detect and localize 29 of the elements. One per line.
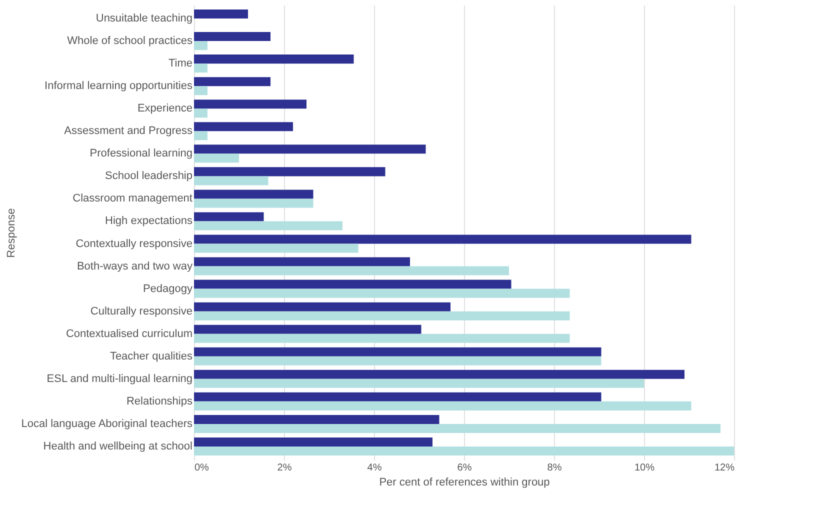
- x-tick-label: 4%: [367, 462, 382, 474]
- y-tick-label: Pedagogy: [142, 282, 193, 295]
- y-tick-label: Professional learning: [90, 148, 192, 160]
- x-tick-label: 6%: [457, 462, 472, 474]
- y-tick-label: School leadership: [105, 170, 192, 182]
- y-tick-label: Culturally responsive: [90, 305, 192, 318]
- y-tick-label: Time: [168, 58, 192, 70]
- x-tick-label: 12%: [714, 462, 735, 474]
- y-tick-label: Experience: [137, 102, 192, 115]
- x-tick-label: 8%: [547, 462, 562, 474]
- y-tick-label: Contextualised curriculum: [66, 328, 192, 340]
- y-tick-label: Contextually responsive: [76, 238, 192, 250]
- y-tick-label: Classroom management: [72, 192, 192, 205]
- y-tick-label: High expectations: [105, 215, 193, 228]
- y-tick-label: Both-ways and two way: [76, 260, 193, 272]
- y-tick-label: Health and wellbeing at school: [43, 440, 192, 452]
- y-axis-title: Response: [6, 208, 18, 258]
- y-tick-label: ESL and multi-lingual learning: [46, 372, 192, 385]
- y-tick-label: Teacher qualities: [110, 350, 193, 362]
- y-tick-label: Relationships: [126, 395, 193, 408]
- y-tick-label: Local language Aboriginal teachers: [21, 418, 193, 430]
- y-tick-label: Whole of school practices: [67, 35, 193, 48]
- y-tick-label: Assessment and Progress: [64, 125, 193, 138]
- x-tick-label: 10%: [634, 462, 655, 474]
- x-tick-label: 0%: [194, 462, 210, 474]
- y-tick-label: Informal learning opportunities: [44, 80, 193, 92]
- x-tick-label: 2%: [277, 462, 292, 474]
- y-tick-label: Unsuitable teaching: [96, 12, 192, 25]
- x-axis-title: Per cent of references within group: [379, 476, 550, 488]
